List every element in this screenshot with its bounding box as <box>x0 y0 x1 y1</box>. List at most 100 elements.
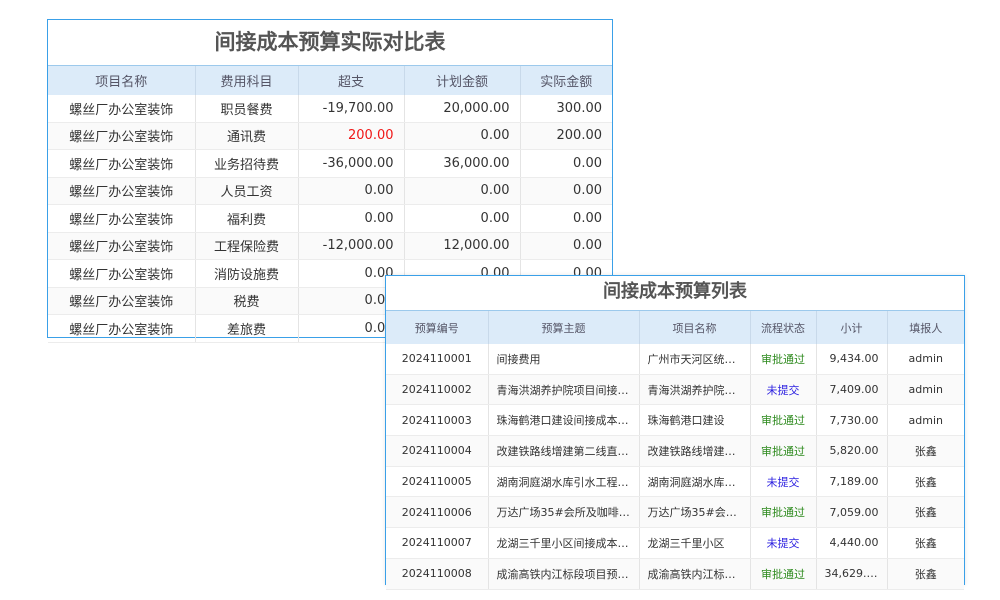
budget-subject-link[interactable]: 龙湖三千里小区间接成本… <box>488 527 640 559</box>
budget-subject-link[interactable]: 青海洪湖养护院项目间接… <box>488 374 640 406</box>
column-header[interactable]: 费用科目 <box>195 66 299 95</box>
overspend: 0.00 <box>298 204 405 233</box>
budget-list-title: 间接成本预算列表 <box>386 276 964 311</box>
expense-item: 差旅费 <box>195 314 299 343</box>
project-name-link[interactable]: 螺丝厂办公室装饰 <box>48 259 196 288</box>
project-name-link[interactable]: 湖南洞庭湖水库… <box>639 466 751 498</box>
overspend: -12,000.00 <box>298 232 405 260</box>
reporter-link[interactable]: 张鑫 <box>887 558 964 590</box>
actual-amount: 200.00 <box>520 122 612 150</box>
column-header[interactable]: 填报人 <box>887 311 964 344</box>
project-name-link[interactable]: 螺丝厂办公室装饰 <box>48 204 196 233</box>
table-row: 螺丝厂办公室装饰 职员餐费 -19,700.00 20,000.00 300.00 <box>48 95 612 123</box>
actual-amount: 0.00 <box>520 232 612 260</box>
project-name-link[interactable]: 龙湖三千里小区 <box>639 527 751 559</box>
column-header[interactable]: 实际金额 <box>520 66 612 95</box>
budget-id-link[interactable]: 2024110002 <box>386 374 489 406</box>
reporter-link[interactable]: admin <box>887 374 964 406</box>
reporter-link[interactable]: 张鑫 <box>887 466 964 498</box>
status: 审批通过 <box>750 435 817 467</box>
table-row[interactable]: 2024110006 万达广场35#会所及咖啡… 万达广场35#会… 审批通过 7,05… <box>386 496 964 529</box>
status: 未提交 <box>750 527 817 559</box>
planned-amount: 0.00 <box>404 204 521 233</box>
table-row[interactable]: 2024110003 珠海鹤港口建设间接成本… 珠海鹤港口建设 审批通过 7,730.0… <box>386 404 964 437</box>
column-header[interactable]: 超支 <box>298 66 405 95</box>
column-header[interactable]: 项目名称 <box>639 311 751 344</box>
reporter-link[interactable]: 张鑫 <box>887 435 964 467</box>
table-row: 螺丝厂办公室装饰 业务招待费 -36,000.00 36,000.00 0.00 <box>48 149 612 178</box>
actual-amount: 0.00 <box>520 149 612 178</box>
reporter-link[interactable]: 张鑫 <box>887 496 964 529</box>
table-row: 螺丝厂办公室装饰 福利费 0.00 0.00 0.00 <box>48 204 612 233</box>
project-name-link[interactable]: 广州市天河区统… <box>639 344 751 375</box>
budget-id-link[interactable]: 2024110008 <box>386 558 489 590</box>
column-header[interactable]: 预算主题 <box>488 311 640 344</box>
subtotal: 4,440.00 <box>816 527 888 559</box>
reporter-link[interactable]: admin <box>887 404 964 437</box>
budget-id-link[interactable]: 2024110003 <box>386 404 489 437</box>
expense-item: 人员工资 <box>195 177 299 205</box>
budget-subject-link[interactable]: 湖南洞庭湖水库引水工程… <box>488 466 640 498</box>
project-name-link[interactable]: 螺丝厂办公室装饰 <box>48 122 196 150</box>
table-row[interactable]: 2024110007 龙湖三千里小区间接成本… 龙湖三千里小区 未提交 4,440.00… <box>386 527 964 559</box>
project-name-link[interactable]: 螺丝厂办公室装饰 <box>48 314 196 343</box>
subtotal: 34,629.00 <box>816 558 888 590</box>
table-row: 螺丝厂办公室装饰 工程保险费 -12,000.00 12,000.00 0.00 <box>48 232 612 260</box>
planned-amount: 0.00 <box>404 177 521 205</box>
expense-item: 职员餐费 <box>195 95 299 123</box>
expense-item: 消防设施费 <box>195 259 299 288</box>
table-row[interactable]: 2024110001 间接费用 广州市天河区统… 审批通过 9,434.00 admin <box>386 344 964 375</box>
table-row[interactable]: 2024110008 成渝高铁内江标段项目预… 成渝高铁内江标… 审批通过 34,629… <box>386 558 964 590</box>
budget-list-panel: 间接成本预算列表 预算编号 预算主题 项目名称 流程状态 小计 填报人 2024110001… <box>385 275 965 590</box>
project-name-link[interactable]: 螺丝厂办公室装饰 <box>48 232 196 260</box>
subtotal: 7,409.00 <box>816 374 888 406</box>
expense-item: 通讯费 <box>195 122 299 150</box>
overspend: 0.00 <box>298 177 405 205</box>
project-name-link[interactable]: 螺丝厂办公室装饰 <box>48 177 196 205</box>
comparison-table-panel: 间接成本预算实际对比表 项目名称 费用科目 超支 计划金额 实际金额 螺丝厂办公室装饰 职员… <box>47 19 613 343</box>
planned-amount: 20,000.00 <box>404 95 521 123</box>
expense-item: 工程保险费 <box>195 232 299 260</box>
reporter-link[interactable]: 张鑫 <box>887 527 964 559</box>
expense-item: 福利费 <box>195 204 299 233</box>
status: 未提交 <box>750 466 817 498</box>
budget-subject-link[interactable]: 间接费用 <box>488 344 640 375</box>
column-header[interactable]: 小计 <box>816 311 888 344</box>
subtotal: 7,059.00 <box>816 496 888 529</box>
budget-subject-link[interactable]: 改建铁路线增建第二线直… <box>488 435 640 467</box>
budget-id-link[interactable]: 2024110005 <box>386 466 489 498</box>
table-row[interactable]: 2024110002 青海洪湖养护院项目间接… 青海洪湖养护院… 未提交 7,409.0… <box>386 374 964 406</box>
budget-subject-link[interactable]: 珠海鹤港口建设间接成本… <box>488 404 640 437</box>
table-row[interactable]: 2024110005 湖南洞庭湖水库引水工程… 湖南洞庭湖水库… 未提交 7,189.0… <box>386 466 964 498</box>
budget-id-link[interactable]: 2024110001 <box>386 344 489 375</box>
status: 审批通过 <box>750 558 817 590</box>
expense-item: 税费 <box>195 287 299 315</box>
column-header[interactable]: 流程状态 <box>750 311 817 344</box>
column-header[interactable]: 预算编号 <box>386 311 489 344</box>
project-name-link[interactable]: 万达广场35#会… <box>639 496 751 529</box>
budget-id-link[interactable]: 2024110006 <box>386 496 489 529</box>
comparison-table: 项目名称 费用科目 超支 计划金额 实际金额 螺丝厂办公室装饰 职员餐费 -19,700.00… <box>48 66 612 343</box>
overspend: -19,700.00 <box>298 95 405 123</box>
project-name-link[interactable]: 螺丝厂办公室装饰 <box>48 149 196 178</box>
project-name-link[interactable]: 改建铁路线增建… <box>639 435 751 467</box>
actual-amount: 300.00 <box>520 95 612 123</box>
project-name-link[interactable]: 螺丝厂办公室装饰 <box>48 95 196 123</box>
table-row: 螺丝厂办公室装饰 通讯费 200.00 0.00 200.00 <box>48 122 612 150</box>
budget-subject-link[interactable]: 成渝高铁内江标段项目预… <box>488 558 640 590</box>
project-name-link[interactable]: 珠海鹤港口建设 <box>639 404 751 437</box>
reporter-link[interactable]: admin <box>887 344 964 375</box>
planned-amount: 12,000.00 <box>404 232 521 260</box>
budget-subject-link[interactable]: 万达广场35#会所及咖啡… <box>488 496 640 529</box>
table-row[interactable]: 2024110004 改建铁路线增建第二线直… 改建铁路线增建… 审批通过 5,820.… <box>386 435 964 467</box>
project-name-link[interactable]: 青海洪湖养护院… <box>639 374 751 406</box>
project-name-link[interactable]: 成渝高铁内江标… <box>639 558 751 590</box>
column-header[interactable]: 项目名称 <box>48 66 196 95</box>
budget-id-link[interactable]: 2024110004 <box>386 435 489 467</box>
project-name-link[interactable]: 螺丝厂办公室装饰 <box>48 287 196 315</box>
column-header[interactable]: 计划金额 <box>404 66 521 95</box>
comparison-title: 间接成本预算实际对比表 <box>48 20 612 66</box>
budget-id-link[interactable]: 2024110007 <box>386 527 489 559</box>
status: 审批通过 <box>750 496 817 529</box>
subtotal: 7,189.00 <box>816 466 888 498</box>
